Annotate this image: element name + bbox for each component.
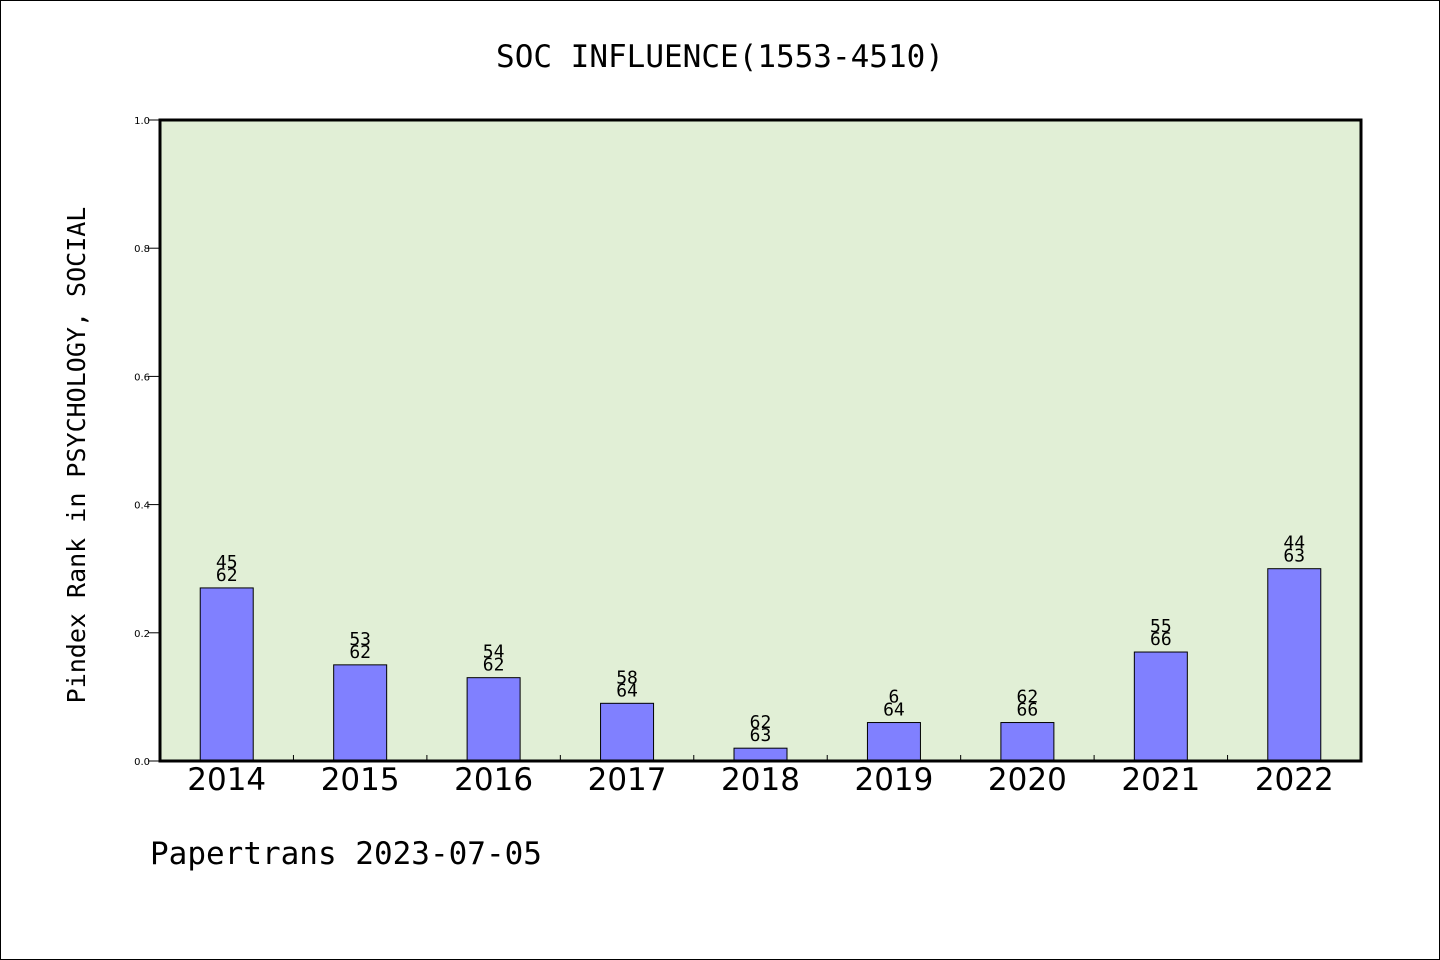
bar-label-bottom: 62: [349, 642, 371, 663]
x-tick-label: 2017: [588, 762, 667, 798]
bar-label-bottom: 66: [1150, 629, 1172, 650]
y-axis: 0.0 0.2 0.4 0.6 0.8 1.0: [134, 116, 160, 768]
x-tick-label: 2018: [721, 762, 800, 798]
bar-2021: [1133, 651, 1188, 762]
bar-label-top: 45: [216, 552, 238, 573]
x-tick-label: 2020: [988, 762, 1067, 798]
x-tick-label: 2021: [1121, 762, 1200, 798]
footer-text: Papertrans 2023-07-05: [150, 836, 542, 872]
y-tick-label: 1.0: [134, 116, 150, 127]
bar-label-top: 62: [750, 712, 772, 733]
bar-2017: [600, 702, 655, 762]
bar-2022: [1267, 568, 1322, 762]
bar-2015: [333, 664, 388, 762]
bars-group: [199, 568, 1322, 762]
bar-label-top: 53: [349, 629, 371, 650]
x-tick-label: 2014: [187, 762, 266, 798]
bar-2020: [1000, 722, 1055, 762]
bar-2016: [466, 677, 521, 762]
bar-label-top: 62: [1017, 687, 1039, 708]
y-tick-label: 0.0: [134, 757, 150, 768]
x-axis: 2014 2015 2016 2017 2018 2019 2020 2021 2022: [187, 755, 1334, 798]
bar-label-bottom: 63: [1283, 546, 1305, 567]
bar-label-top: 58: [616, 667, 638, 688]
bar-label-bottom: 64: [616, 680, 638, 701]
bar-label-top: 55: [1150, 616, 1172, 637]
bar-2018: [733, 747, 788, 762]
x-tick-label: 2022: [1255, 762, 1334, 798]
bar-label-bottom: 62: [483, 655, 505, 676]
x-tick-label: 2015: [321, 762, 400, 798]
y-tick-label: 0.2: [134, 629, 150, 640]
bar-label-top: 54: [483, 642, 505, 663]
chart-title: SOC INFLUENCE(1553-4510): [496, 39, 944, 75]
y-tick-label: 0.4: [134, 501, 150, 512]
bar-label-bottom: 64: [883, 700, 905, 721]
bar-label-bottom: 66: [1017, 700, 1039, 721]
bar-label-top: 44: [1283, 533, 1305, 554]
x-tick-label: 2019: [854, 762, 933, 798]
bar-label-bottom: 63: [750, 725, 772, 746]
bar-label-bottom: 62: [216, 565, 238, 586]
y-tick-label: 0.8: [134, 244, 150, 255]
plot-border: [158, 118, 1363, 763]
x-tick-label: 2016: [454, 762, 533, 798]
bar-2019: [866, 722, 921, 762]
y-axis-label: Pindex Rank in PSYCHOLOGY, SOCIAL: [62, 207, 91, 704]
y-tick-label: 0.6: [134, 372, 150, 383]
bar-label-top: 6: [889, 687, 900, 708]
bar-2014: [199, 587, 254, 762]
